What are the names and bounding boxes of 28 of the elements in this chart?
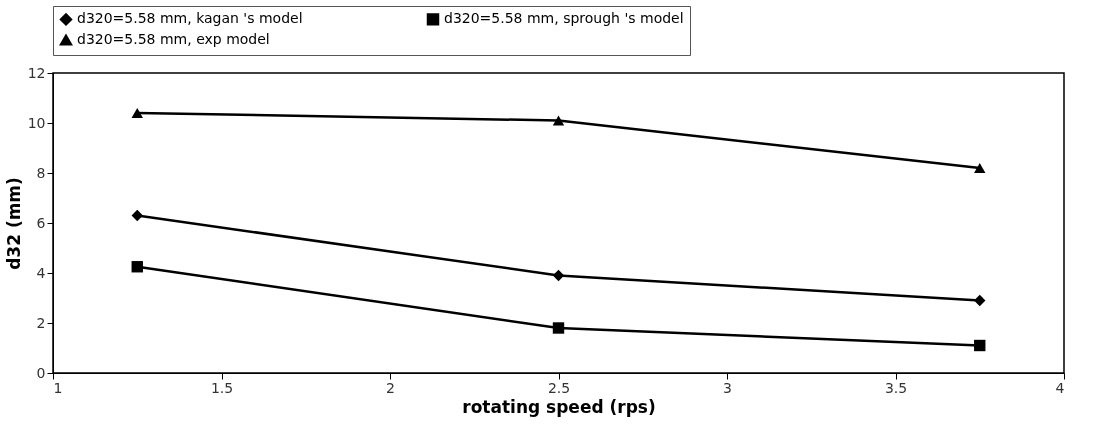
x-tick-label: 3 — [723, 379, 732, 396]
point — [974, 294, 986, 307]
y-tick-label: 12 — [27, 64, 46, 81]
point — [131, 261, 143, 273]
y-tick-label: 8 — [36, 164, 46, 181]
x-axis-title: rotating speed (rps) — [462, 396, 656, 417]
legend-label: d320=5.58 mm, exp model — [77, 31, 270, 47]
y-tick-label: 6 — [36, 214, 46, 231]
legend-label: d320=5.58 mm, sprough 's model — [444, 10, 684, 27]
x-tick-label: 4 — [1055, 379, 1065, 396]
y-axis-title: d32 (mm) — [3, 177, 24, 270]
point — [552, 269, 565, 282]
x-tick-label: 2.5 — [547, 379, 571, 396]
x-tick-label: 2 — [386, 379, 395, 396]
point — [131, 209, 143, 222]
legend-label: d320=5.58 mm, kagan 's model — [77, 10, 303, 27]
point — [552, 322, 565, 334]
x-tick-label: 1 — [53, 379, 63, 396]
y-tick-label: 2 — [36, 314, 46, 331]
point — [974, 339, 986, 352]
x-tick-label: 3.5 — [884, 379, 908, 396]
y-tick-label: 10 — [27, 114, 46, 131]
point — [974, 163, 986, 173]
x-tick-label: 1.5 — [210, 379, 234, 396]
point — [552, 115, 565, 126]
y-tick-label: 4 — [36, 264, 46, 281]
point — [131, 108, 143, 118]
y-tick-label: 0 — [36, 364, 46, 381]
